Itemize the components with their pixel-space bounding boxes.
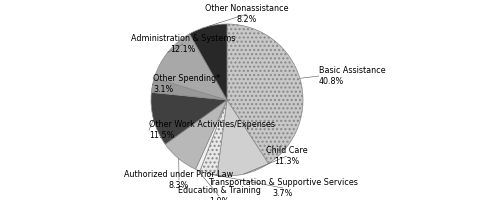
Wedge shape — [217, 100, 269, 176]
Wedge shape — [195, 100, 227, 171]
Wedge shape — [165, 100, 227, 169]
Wedge shape — [151, 92, 227, 144]
Text: Other Spending*
3.1%: Other Spending* 3.1% — [153, 74, 220, 94]
Text: Administration & Systems
12.1%: Administration & Systems 12.1% — [131, 34, 235, 54]
Text: Other Nonassistance
8.2%: Other Nonassistance 8.2% — [205, 4, 289, 24]
Text: Other Work Activities/Expenses
11.5%: Other Work Activities/Expenses 11.5% — [149, 120, 275, 140]
Wedge shape — [190, 24, 227, 100]
Wedge shape — [151, 78, 227, 100]
Text: Basic Assistance
40.8%: Basic Assistance 40.8% — [319, 66, 385, 86]
Text: Authorized under Prior Law
8.3%: Authorized under Prior Law 8.3% — [124, 170, 234, 190]
Text: Child Care
11.3%: Child Care 11.3% — [266, 146, 308, 166]
Text: Education & Training
1.0%: Education & Training 1.0% — [177, 186, 260, 200]
Wedge shape — [200, 100, 227, 175]
Wedge shape — [227, 24, 303, 164]
Wedge shape — [154, 34, 227, 100]
Text: Transportation & Supportive Services
3.7%: Transportation & Supportive Services 3.7… — [208, 178, 358, 198]
